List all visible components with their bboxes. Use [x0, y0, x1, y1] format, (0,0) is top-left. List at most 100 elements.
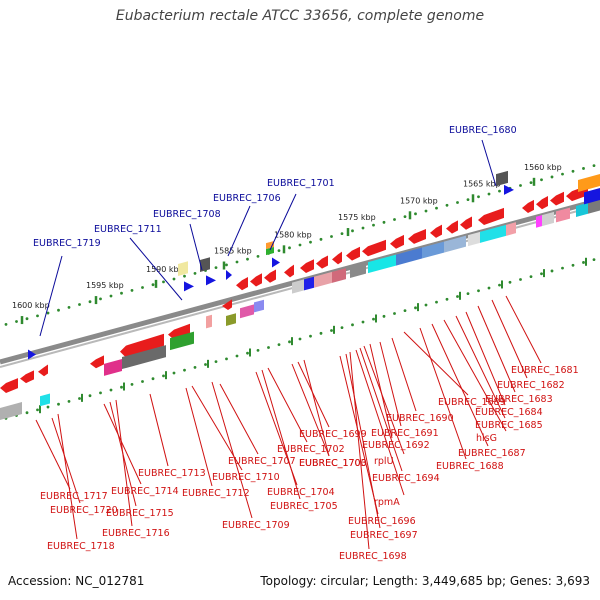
ring-dot	[193, 271, 197, 275]
feature-block	[122, 345, 166, 370]
scale-tick-label: 1580 kbp	[274, 230, 312, 239]
ring-dot	[361, 320, 365, 324]
lower-gene-label: EUBREC_1704	[267, 487, 335, 498]
ring-dot	[288, 246, 291, 250]
scale-tick-label: 1595 kbp	[86, 281, 124, 290]
leader-line	[355, 349, 405, 496]
feature-block	[576, 202, 588, 217]
ring-dot	[78, 303, 81, 306]
leader-line	[391, 337, 417, 412]
leader-line	[481, 139, 497, 187]
feature-block	[314, 271, 332, 288]
ring-dot	[277, 249, 281, 253]
leader-line	[443, 319, 507, 432]
ring-dot	[477, 289, 480, 293]
ring-dot	[403, 215, 407, 219]
ring-dot	[25, 317, 29, 321]
ring-dot	[36, 314, 39, 318]
ring-dot	[414, 212, 417, 216]
ring-dot	[351, 229, 354, 233]
ring-dot	[414, 306, 417, 310]
ring-dot	[561, 266, 564, 270]
lower-gene-label: EUBREC_1707	[228, 456, 296, 467]
gene-arrow	[408, 228, 426, 244]
feature-block	[468, 231, 482, 247]
ring-dot	[561, 172, 564, 176]
gene-arrow	[250, 273, 262, 287]
ring-dot	[477, 195, 480, 199]
ring-dot	[582, 167, 585, 170]
ring-dot	[214, 360, 218, 364]
leader-line	[149, 393, 169, 467]
ring-dot	[67, 399, 71, 403]
feature-block	[200, 257, 210, 272]
ring-dot	[519, 184, 522, 187]
feature-block	[332, 268, 346, 283]
lower-gene-label: EUBREC_1681	[511, 365, 579, 376]
leader-line	[303, 359, 330, 457]
ring-dot	[382, 314, 386, 318]
feature-block	[542, 211, 554, 227]
gene-arrow	[264, 269, 276, 283]
lower-gene-label: EUBREC_1688	[436, 461, 504, 472]
ring-dot	[141, 286, 144, 289]
gene-arrow	[346, 246, 360, 261]
lower-gene-label: EUBREC_1703	[299, 458, 367, 469]
ring-dot	[172, 371, 176, 375]
ring-dot	[46, 311, 50, 315]
ring-dot	[382, 220, 386, 224]
leader-line	[39, 255, 63, 337]
lower-gene-label: rplU	[374, 456, 394, 467]
reverse-gene-arrow	[272, 257, 280, 268]
lower-gene-label: EUBREC_1716	[102, 528, 170, 539]
leader-line	[345, 353, 381, 529]
ring-dot	[298, 337, 302, 341]
scale-tick-label: 1570 kbp	[400, 196, 438, 205]
leader-line	[403, 331, 469, 396]
gene-arrow	[236, 277, 248, 291]
feature-block	[206, 314, 212, 329]
lower-gene-label: EUBREC_1691	[371, 428, 439, 439]
lower-gene-label: EUBREC_1718	[47, 541, 115, 552]
ring-dot	[582, 261, 585, 264]
feature-block	[240, 304, 254, 319]
gene-arrow	[390, 234, 404, 249]
leader-line	[189, 223, 203, 271]
ring-dot	[256, 348, 260, 352]
ring-dot	[361, 226, 365, 230]
ring-dot	[235, 260, 239, 264]
ring-dot	[592, 164, 596, 168]
feature-block	[588, 199, 600, 214]
feature-block	[266, 247, 274, 256]
ring-dot	[88, 394, 92, 398]
ring-dot	[466, 198, 470, 202]
feature-block	[178, 261, 188, 276]
leader-line	[191, 385, 243, 471]
lower-gene-label: EUBREC_1685	[475, 420, 543, 431]
leader-line	[57, 413, 78, 540]
ring-dot	[319, 331, 323, 335]
gene-arrow	[284, 264, 294, 278]
gene-arrow	[550, 191, 564, 206]
lower-gene-label: EUBREC_1712	[182, 488, 250, 499]
gene-arrow	[120, 333, 164, 358]
ring-dot	[46, 405, 50, 409]
feature-block	[350, 262, 366, 278]
ring-dot	[487, 192, 491, 196]
ring-dot	[456, 295, 459, 298]
leader-line	[431, 323, 489, 447]
gene-arrow	[300, 259, 314, 273]
feature-block	[480, 224, 506, 243]
upper-gene-label: EUBREC_1711	[94, 224, 162, 235]
leader-line	[359, 347, 403, 472]
ring-dot	[193, 365, 197, 369]
leader-line	[369, 343, 393, 439]
feature-block	[304, 276, 314, 291]
leader-line	[419, 327, 467, 460]
leader-line	[103, 403, 142, 485]
lower-gene-label: EUBREC_1699	[299, 429, 367, 440]
ring-dot	[298, 243, 302, 247]
lower-gene-label: EUBREC_1720	[50, 505, 118, 516]
feature-block	[368, 254, 396, 274]
upper-gene-label: EUBREC_1701	[267, 178, 335, 189]
